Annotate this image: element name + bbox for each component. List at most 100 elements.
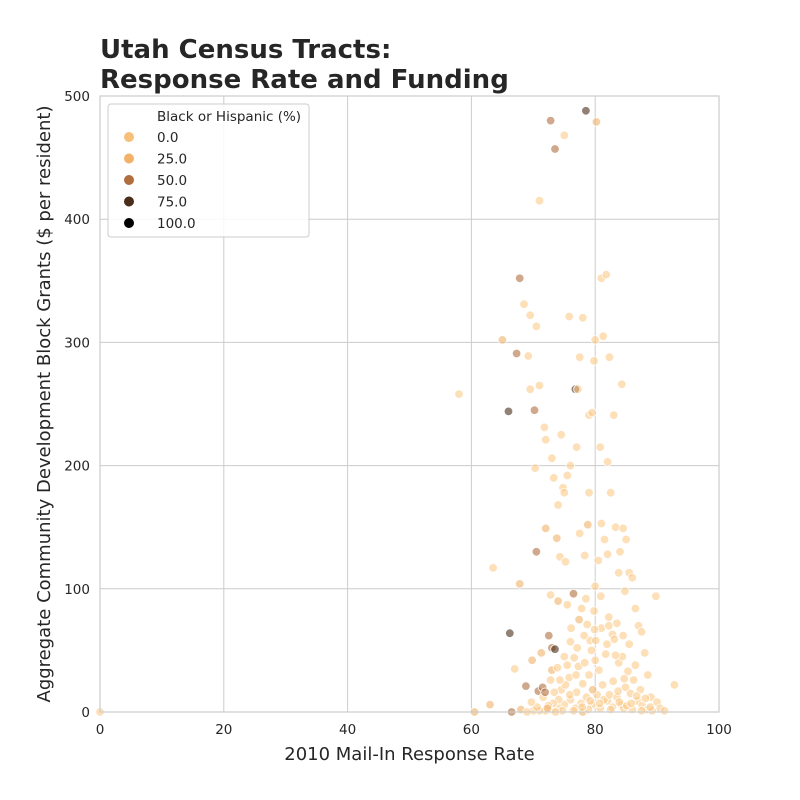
x-tick-label: 80 [587, 722, 604, 738]
x-tick-label: 20 [215, 722, 232, 738]
x-tick-labels: 0 20 40 60 80 100 [96, 722, 732, 738]
data-point [636, 706, 647, 716]
data-point [527, 655, 537, 666]
data-point [556, 430, 566, 440]
grid-lines [99, 95, 720, 713]
legend-entry-label: 50.0 [157, 173, 187, 189]
data-point [589, 624, 600, 635]
legend-marker [124, 218, 134, 228]
data-point [640, 648, 650, 658]
data-point [568, 706, 579, 716]
data-point [562, 660, 573, 670]
data-point [526, 697, 537, 707]
data-point [571, 442, 582, 452]
chart-title-line-1: Utah Census Tracts: [100, 35, 391, 65]
data-point [619, 674, 630, 684]
data-point [571, 670, 581, 680]
data-point [583, 520, 593, 530]
legend-marker [124, 132, 134, 142]
data-point [562, 470, 573, 481]
data-point [555, 675, 565, 685]
data-point [585, 696, 595, 706]
data-point [588, 685, 598, 695]
data-point [530, 463, 540, 473]
data-point [547, 453, 557, 463]
x-tick-label: 100 [706, 722, 732, 738]
y-tick-labels: 0 100 200 300 400 500 [64, 89, 90, 721]
data-point [617, 379, 627, 390]
data-point [606, 488, 616, 498]
data-point [565, 460, 576, 471]
data-point [594, 698, 605, 709]
legend-entry-label: 100.0 [157, 216, 196, 232]
data-point [536, 648, 547, 658]
data-point [553, 500, 563, 510]
data-points [95, 106, 680, 717]
data-point [645, 702, 656, 712]
data-point [531, 321, 542, 332]
data-point [545, 590, 556, 600]
legend-entries: 0.0 25.0 50.0 75.0 100.0 [124, 130, 196, 232]
legend-marker [124, 196, 134, 207]
data-point [604, 690, 615, 700]
x-tick-label: 0 [96, 722, 105, 738]
data-point [578, 313, 588, 323]
data-point [488, 563, 498, 573]
data-point [599, 534, 610, 545]
data-point [525, 384, 535, 394]
data-point [573, 384, 583, 394]
data-point [630, 603, 641, 614]
data-point [602, 457, 613, 467]
data-point [602, 639, 612, 649]
legend-marker [124, 175, 134, 185]
y-tick-label: 0 [81, 705, 90, 721]
data-point [549, 473, 559, 483]
y-tick-label: 200 [64, 459, 90, 475]
x-tick-label: 40 [339, 722, 356, 738]
data-point [581, 594, 591, 604]
data-point [544, 630, 554, 641]
data-point [623, 666, 633, 677]
data-point [604, 352, 615, 362]
data-point [587, 407, 597, 418]
data-point [618, 523, 628, 534]
data-point [511, 348, 522, 359]
data-point [515, 273, 525, 284]
legend-marker [124, 153, 134, 164]
data-point [542, 703, 553, 714]
data-point [669, 680, 680, 690]
data-point [609, 410, 619, 420]
data-point [659, 706, 670, 716]
chart-title-line-2: Response Rate and Funding [100, 65, 509, 95]
data-point [608, 676, 618, 686]
data-point [572, 643, 582, 653]
data-point [580, 550, 590, 561]
data-point [613, 686, 623, 696]
data-point [562, 600, 573, 610]
data-point [602, 549, 613, 560]
data-point [560, 557, 571, 567]
data-point [497, 335, 508, 345]
x-tick-label: 60 [463, 722, 480, 738]
data-point [566, 623, 576, 633]
data-point [630, 660, 641, 670]
legend-entry-label: 75.0 [157, 195, 187, 211]
data-point [621, 534, 631, 545]
data-point [614, 697, 625, 707]
data-point [615, 547, 625, 557]
y-axis-label: Aggregate Community Development Block Gr… [34, 106, 55, 703]
data-point [575, 352, 585, 362]
data-point [568, 589, 579, 599]
data-point [627, 573, 638, 583]
data-point [553, 596, 563, 606]
legend: Black or Hispanic (%) 0.0 25.0 50.0 75.0 100… [107, 103, 310, 238]
data-point [485, 699, 495, 710]
data-point [525, 310, 535, 321]
data-point [552, 533, 562, 544]
data-point [591, 635, 601, 646]
data-point [612, 618, 622, 629]
data-point [596, 518, 607, 529]
data-point [564, 311, 574, 322]
data-point [559, 130, 570, 141]
data-point [510, 664, 520, 674]
